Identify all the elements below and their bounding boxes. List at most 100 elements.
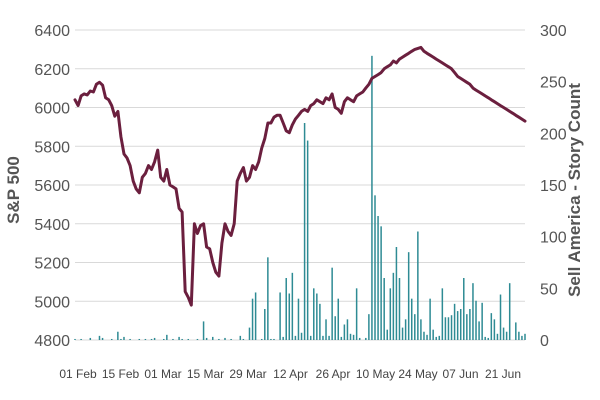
left-tick-label: 6000 bbox=[34, 101, 70, 118]
story-count-bar bbox=[334, 316, 336, 340]
story-count-bar bbox=[325, 319, 327, 340]
left-tick-label: 5000 bbox=[34, 294, 70, 311]
story-count-bar bbox=[178, 336, 180, 340]
x-tick-label: 01 Feb bbox=[59, 367, 97, 381]
story-count-bar bbox=[456, 311, 459, 340]
story-count-bar bbox=[279, 292, 281, 340]
left-tick-label: 5200 bbox=[34, 256, 70, 273]
story-count-bar bbox=[260, 338, 263, 340]
story-count-bar bbox=[352, 334, 355, 340]
left-tick-label: 5800 bbox=[34, 139, 70, 156]
story-count-bar bbox=[212, 336, 214, 340]
story-count-bar bbox=[349, 333, 352, 340]
story-count-bar bbox=[383, 278, 385, 340]
story-count-bar bbox=[346, 319, 349, 340]
story-count-bar bbox=[484, 336, 486, 340]
story-count-bar bbox=[98, 335, 101, 340]
left-tick-label: 6400 bbox=[34, 23, 70, 40]
story-count-bar bbox=[466, 314, 468, 340]
story-count-bar bbox=[472, 283, 474, 340]
story-count-bar bbox=[410, 298, 413, 340]
story-count-bar bbox=[313, 288, 315, 340]
story-count-bar bbox=[89, 337, 92, 340]
story-count-bar bbox=[297, 298, 300, 340]
story-count-bar bbox=[282, 336, 284, 340]
story-count-bar bbox=[438, 335, 441, 340]
story-count-bar bbox=[150, 338, 153, 340]
story-count-bar bbox=[166, 334, 168, 340]
x-tick-label: 01 Mar bbox=[144, 367, 181, 381]
story-count-bar bbox=[123, 336, 125, 340]
story-count-bar bbox=[120, 338, 122, 340]
story-count-bar bbox=[303, 123, 306, 340]
story-count-bar bbox=[395, 247, 398, 340]
story-count-bar bbox=[101, 337, 104, 340]
story-count-bar bbox=[242, 338, 245, 340]
story-count-bar bbox=[340, 336, 343, 340]
story-count-bar bbox=[518, 331, 520, 340]
x-tick-label: 12 Apr bbox=[273, 367, 308, 381]
story-count-bar bbox=[230, 338, 232, 340]
story-count-bar bbox=[187, 338, 190, 340]
story-count-bar bbox=[524, 333, 526, 340]
right-tick-label: 0 bbox=[540, 333, 549, 350]
story-count-bar bbox=[74, 338, 76, 340]
story-count-bar bbox=[80, 338, 82, 340]
story-count-bar bbox=[463, 278, 465, 340]
story-count-bar bbox=[371, 55, 373, 340]
story-count-bar bbox=[386, 329, 388, 340]
story-count-bar bbox=[288, 293, 291, 340]
story-count-bar bbox=[478, 321, 480, 340]
right-tick-label: 50 bbox=[540, 281, 558, 298]
story-count-bar bbox=[196, 338, 199, 340]
story-count-bar bbox=[414, 314, 416, 340]
story-count-bar bbox=[508, 283, 511, 340]
story-count-bar bbox=[285, 278, 287, 340]
story-count-bar bbox=[374, 195, 376, 340]
x-tick-label: 21 Jun bbox=[485, 367, 521, 381]
right-tick-label: 150 bbox=[540, 178, 567, 195]
story-count-bar bbox=[368, 314, 370, 340]
story-count-bar bbox=[469, 309, 471, 340]
story-count-bar bbox=[441, 288, 444, 340]
story-count-bars bbox=[74, 55, 526, 340]
story-count-bar bbox=[365, 337, 367, 340]
story-count-bar bbox=[322, 335, 324, 340]
story-count-bar bbox=[487, 337, 490, 340]
story-count-bar bbox=[337, 298, 340, 340]
left-tick-label: 5400 bbox=[34, 217, 70, 234]
x-tick-label: 10 May bbox=[356, 367, 395, 381]
right-axis-ticks: 0 50 100 150 200 250 300 bbox=[540, 23, 567, 350]
left-tick-label: 6200 bbox=[34, 62, 70, 79]
story-count-bar bbox=[404, 319, 407, 340]
x-tick-label: 24 May bbox=[398, 367, 437, 381]
story-count-bar bbox=[316, 293, 318, 340]
story-count-bar bbox=[502, 327, 505, 340]
story-count-bar bbox=[291, 272, 294, 340]
story-count-bar bbox=[407, 252, 410, 340]
story-count-bar bbox=[496, 333, 499, 340]
story-count-bar bbox=[459, 309, 462, 340]
story-count-bar bbox=[444, 317, 447, 340]
story-count-bar bbox=[202, 321, 205, 340]
story-count-bar bbox=[453, 303, 456, 340]
left-tick-label: 4800 bbox=[34, 333, 70, 350]
story-count-bar bbox=[358, 337, 361, 340]
story-count-bar bbox=[153, 337, 156, 340]
story-count-bar bbox=[521, 335, 523, 340]
x-tick-label: 07 Jun bbox=[442, 367, 478, 381]
x-axis-ticks: 01 Feb 15 Feb 01 Mar 15 Mar 29 Mar 12 Apr 26 A… bbox=[59, 367, 521, 381]
story-count-bar bbox=[129, 338, 131, 340]
left-tick-label: 5600 bbox=[34, 178, 70, 195]
story-count-bar bbox=[490, 313, 493, 340]
left-axis-ticks: 4800 5000 5200 5400 5600 5800 6000 6200 6400 bbox=[34, 23, 70, 350]
story-count-bar bbox=[493, 319, 496, 340]
story-count-bar bbox=[181, 338, 183, 340]
story-count-bar bbox=[144, 338, 147, 340]
story-count-bar bbox=[392, 272, 395, 340]
story-count-bar bbox=[401, 327, 404, 340]
right-axis-label: Sell America - Story Count bbox=[565, 83, 584, 297]
story-count-bar bbox=[254, 292, 257, 340]
